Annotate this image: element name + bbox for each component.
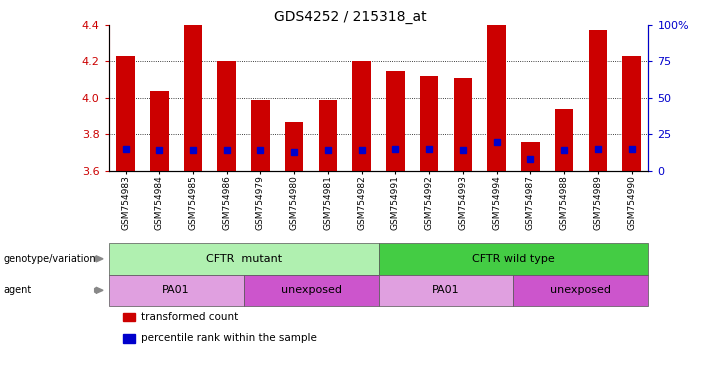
Bar [319,100,337,171]
Text: unexposed: unexposed [280,285,341,295]
Text: unexposed: unexposed [550,285,611,295]
Text: CFTR  mutant: CFTR mutant [205,254,282,264]
Text: GDS4252 / 215318_at: GDS4252 / 215318_at [274,10,427,23]
Bar [454,78,472,171]
Text: PA01: PA01 [163,285,190,295]
Bar [487,25,506,171]
Bar [386,71,404,171]
Text: percentile rank within the sample: percentile rank within the sample [141,333,317,343]
Bar [150,91,168,171]
Bar [589,30,607,171]
Text: transformed count: transformed count [141,312,238,322]
Bar [285,122,304,171]
Text: CFTR wild type: CFTR wild type [472,254,555,264]
Bar [622,56,641,171]
Bar [184,25,203,171]
Bar [217,61,236,171]
Bar [251,100,270,171]
Bar [420,76,438,171]
Bar [521,142,540,171]
Bar [353,61,371,171]
Text: agent: agent [4,285,32,295]
Bar [554,109,573,171]
Bar [116,56,135,171]
Text: genotype/variation: genotype/variation [4,254,96,264]
Text: PA01: PA01 [433,285,460,295]
